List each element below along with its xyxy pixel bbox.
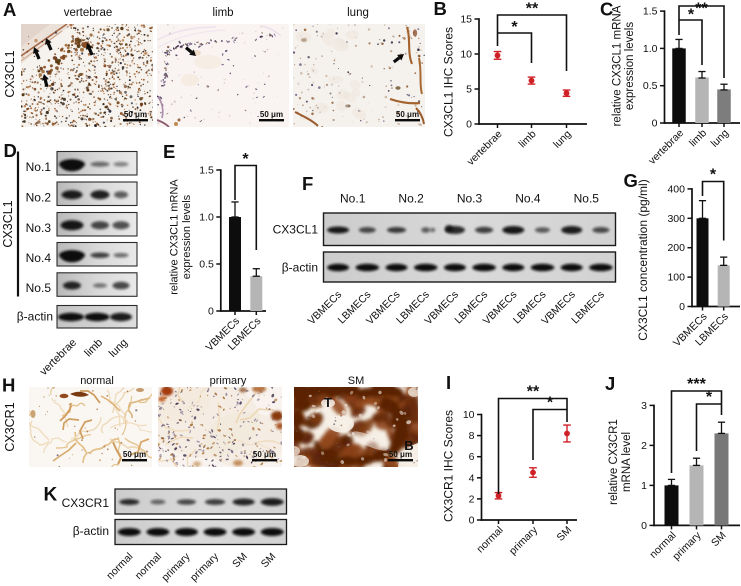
svg-text:CX3CR1: CX3CR1 xyxy=(3,402,17,451)
svg-text:***: *** xyxy=(687,376,706,393)
svg-text:100: 100 xyxy=(667,272,685,284)
svg-text:vertebrae: vertebrae xyxy=(64,7,113,19)
svg-text:0: 0 xyxy=(652,118,658,130)
svg-text:0: 0 xyxy=(469,515,475,527)
svg-text:50 μm: 50 μm xyxy=(124,110,147,119)
svg-text:**: ** xyxy=(695,1,708,18)
svg-text:expression levels: expression levels xyxy=(181,194,193,279)
svg-text:10: 10 xyxy=(460,49,472,61)
svg-text:No.5: No.5 xyxy=(26,281,52,295)
svg-text:CX3CL1: CX3CL1 xyxy=(3,50,17,97)
svg-text:B: B xyxy=(404,438,413,453)
svg-text:*: * xyxy=(242,151,249,168)
svg-text:lung: lung xyxy=(347,7,369,19)
svg-text:J: J xyxy=(605,373,615,394)
svg-text:1.0: 1.0 xyxy=(199,212,214,224)
svg-text:**: ** xyxy=(527,384,540,401)
svg-text:1.5: 1.5 xyxy=(199,165,214,177)
svg-text:*: * xyxy=(710,167,717,184)
svg-text:No.3: No.3 xyxy=(26,221,52,235)
svg-text:300: 300 xyxy=(667,213,685,225)
svg-text:K: K xyxy=(44,485,58,506)
svg-text:0.5: 0.5 xyxy=(643,80,658,92)
svg-text:2: 2 xyxy=(469,493,475,505)
svg-text:primary: primary xyxy=(210,375,247,387)
svg-text:50 μm: 50 μm xyxy=(123,450,146,459)
svg-text:CX3CL1 concentration (pg/ml): CX3CL1 concentration (pg/ml) xyxy=(636,179,650,340)
svg-text:10: 10 xyxy=(463,409,475,421)
svg-text:I: I xyxy=(446,372,451,393)
svg-text:F: F xyxy=(302,173,313,194)
svg-text:relative CX3CL1 mRNA: relative CX3CL1 mRNA xyxy=(612,5,624,126)
svg-text:β-actin: β-actin xyxy=(282,261,318,275)
svg-text:0: 0 xyxy=(679,301,685,313)
svg-text:CX3CR1 IHC Scores: CX3CR1 IHC Scores xyxy=(442,410,456,522)
svg-text:5: 5 xyxy=(466,84,472,96)
svg-text:No.1: No.1 xyxy=(26,160,52,174)
svg-text:50 μm: 50 μm xyxy=(260,110,283,119)
svg-text:50 μm: 50 μm xyxy=(253,450,276,459)
svg-text:**: ** xyxy=(526,1,539,18)
svg-text:0.5: 0.5 xyxy=(199,259,214,271)
svg-text:3: 3 xyxy=(641,400,647,412)
svg-text:No.4: No.4 xyxy=(515,192,541,206)
svg-text:No.1: No.1 xyxy=(340,192,366,206)
svg-text:CX3CL1 IHC Scores: CX3CL1 IHC Scores xyxy=(442,27,456,137)
svg-text:CX3CL1: CX3CL1 xyxy=(1,200,15,247)
svg-text:0: 0 xyxy=(466,119,472,131)
svg-text:50 μm: 50 μm xyxy=(389,450,412,459)
svg-text:β-actin: β-actin xyxy=(73,524,109,538)
svg-text:0: 0 xyxy=(641,520,647,532)
svg-text:No.2: No.2 xyxy=(398,192,424,206)
svg-text:400: 400 xyxy=(667,183,685,195)
svg-text:CX3CL1: CX3CL1 xyxy=(273,223,319,237)
svg-text:T: T xyxy=(324,395,332,410)
svg-text:*: * xyxy=(547,395,554,412)
svg-text:C: C xyxy=(600,0,613,20)
svg-text:1.5: 1.5 xyxy=(643,6,658,18)
svg-text:mRNA level: mRNA level xyxy=(621,432,633,492)
svg-text:expression levels: expression levels xyxy=(624,22,636,110)
svg-text:No.3: No.3 xyxy=(457,192,483,206)
svg-text:4: 4 xyxy=(469,472,475,484)
svg-text:CX3CR1: CX3CR1 xyxy=(62,496,110,510)
svg-text:E: E xyxy=(163,141,175,162)
svg-text:0: 0 xyxy=(208,306,214,318)
svg-text:D: D xyxy=(4,140,17,161)
svg-text:2: 2 xyxy=(641,440,647,452)
svg-text:*: * xyxy=(511,19,518,36)
svg-text:8: 8 xyxy=(469,430,475,442)
svg-text:G: G xyxy=(624,170,638,191)
svg-text:A: A xyxy=(3,0,16,20)
svg-text:B: B xyxy=(434,0,447,19)
svg-text:β-actin: β-actin xyxy=(17,310,53,324)
svg-text:*: * xyxy=(688,7,695,24)
svg-text:SM: SM xyxy=(348,375,365,387)
svg-text:1.0: 1.0 xyxy=(643,43,658,55)
svg-text:No.4: No.4 xyxy=(26,251,52,265)
svg-text:relative CX3CR1: relative CX3CR1 xyxy=(608,419,620,505)
svg-text:limb: limb xyxy=(212,7,233,19)
svg-text:relative CX3CL1 mRNA: relative CX3CL1 mRNA xyxy=(169,179,181,295)
svg-text:15: 15 xyxy=(460,14,472,26)
svg-text:200: 200 xyxy=(667,242,685,254)
svg-text:No.5: No.5 xyxy=(574,192,600,206)
svg-text:6: 6 xyxy=(469,451,475,463)
svg-text:1: 1 xyxy=(641,480,647,492)
svg-text:*: * xyxy=(706,389,713,406)
svg-text:normal: normal xyxy=(80,375,114,387)
svg-text:No.2: No.2 xyxy=(26,190,52,204)
svg-text:H: H xyxy=(2,375,15,396)
svg-text:50 μm: 50 μm xyxy=(396,110,419,119)
